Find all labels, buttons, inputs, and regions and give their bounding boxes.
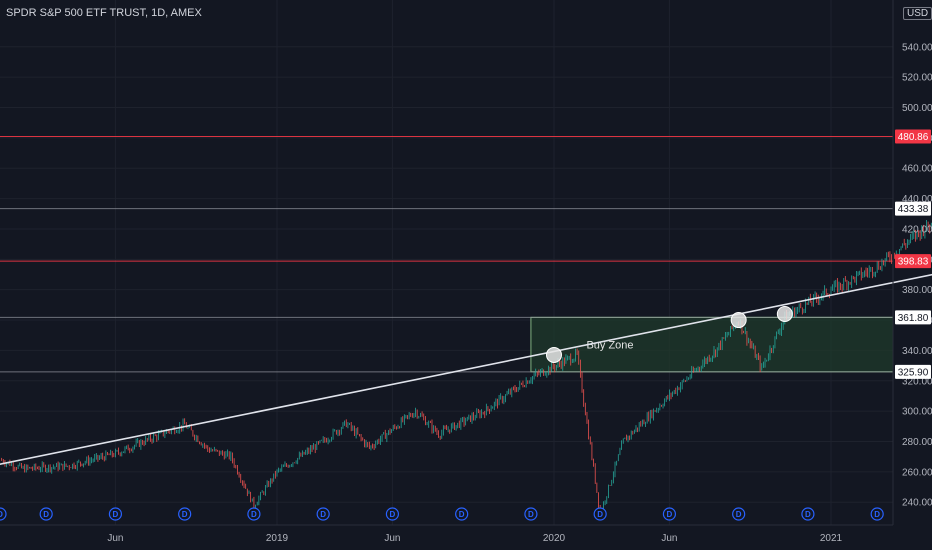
- dividend-marker: [801, 507, 815, 521]
- currency-button[interactable]: USD: [903, 7, 932, 20]
- dividend-marker-label: D: [251, 510, 257, 519]
- dividend-marker-label: D: [459, 510, 465, 519]
- price-level-tags: 480.86 433.38 398.83 361.80 325.90: [895, 129, 931, 379]
- dividend-marker: [455, 507, 469, 521]
- level-tag-label: 480.86: [898, 132, 929, 143]
- time-axis[interactable]: Jun2019Jun2020Jun2021Jun2022Jun2023Jun20…: [107, 533, 932, 544]
- dividend-marker: [732, 507, 746, 521]
- dividend-marker-label: D: [182, 510, 188, 519]
- dividend-marker-label: D: [0, 510, 3, 519]
- level-tag: [895, 364, 931, 379]
- dividend-marker: [870, 507, 884, 521]
- touch-point: [730, 312, 747, 329]
- dividend-marker-label: D: [390, 510, 396, 519]
- dividend-marker: [247, 507, 261, 521]
- price-tick-label: 540.00: [902, 42, 932, 53]
- level-tag-label: 361.80: [898, 313, 929, 324]
- level-tag: [895, 201, 931, 216]
- dividend-marker: [316, 507, 330, 521]
- touch-point: [776, 305, 793, 322]
- time-tick-label: 2020: [543, 533, 566, 544]
- level-tag-label: 433.38: [898, 204, 929, 215]
- dividend-marker: [39, 507, 53, 521]
- dividend-marker-label: D: [113, 510, 119, 519]
- dividend-marker: [108, 507, 123, 521]
- price-tick-label: 460.00: [902, 164, 932, 175]
- time-tick-label: Jun: [661, 533, 677, 544]
- level-tag: [895, 129, 931, 144]
- dividend-marker: [178, 507, 192, 521]
- level-tag-label: 398.83: [898, 257, 929, 268]
- price-candles: [1, 220, 932, 516]
- dividend-marker: [385, 507, 400, 521]
- time-tick-label: Jun: [107, 533, 123, 544]
- time-tick-label: 2021: [820, 533, 843, 544]
- time-tick-label: Jun: [384, 533, 400, 544]
- dividend-marker-label: D: [597, 510, 603, 519]
- dividend-marker-label: D: [528, 510, 534, 519]
- price-tick-label: 520.00: [902, 73, 932, 84]
- horizontal-levels: [0, 136, 893, 373]
- dividend-marker: [593, 507, 607, 521]
- price-tick-label: 440.00: [902, 194, 932, 205]
- chart-title: SPDR S&P 500 ETF TRUST, 1D, AMEX: [6, 7, 202, 19]
- dividend-markers: DDDDDDDDDDDDDDDDD: [0, 507, 884, 521]
- buy-zone-label: Buy Zone: [586, 340, 633, 352]
- dividend-marker: [524, 507, 538, 521]
- level-tag: [895, 254, 931, 269]
- price-tick-label: 320.00: [902, 376, 932, 387]
- price-tick-label: 380.00: [902, 285, 932, 296]
- dividend-marker-label: D: [805, 510, 811, 519]
- price-tick-label: 280.00: [902, 437, 932, 448]
- level-tag-label: 325.90: [898, 367, 929, 378]
- price-tick-label: 260.00: [902, 467, 932, 478]
- price-tick-label: 500.00: [902, 103, 932, 114]
- dividend-marker: [0, 507, 7, 521]
- chart-grid: [0, 0, 893, 525]
- dividend-marker: [662, 507, 677, 521]
- trendline-touch-points: [546, 305, 793, 363]
- dividend-marker-label: D: [874, 510, 880, 519]
- price-tick-label: 300.00: [902, 407, 932, 418]
- dividend-marker-label: D: [736, 510, 742, 519]
- price-tick-label: 420.00: [902, 224, 932, 235]
- price-tick-label: 340.00: [902, 346, 932, 357]
- dividend-marker-label: D: [320, 510, 326, 519]
- level-tag: [895, 310, 931, 325]
- dividend-marker-label: D: [667, 510, 673, 519]
- dividend-marker-label: D: [43, 510, 49, 519]
- touch-point: [546, 346, 562, 363]
- price-tick-label: 240.00: [902, 498, 932, 509]
- time-tick-label: 2019: [266, 533, 289, 544]
